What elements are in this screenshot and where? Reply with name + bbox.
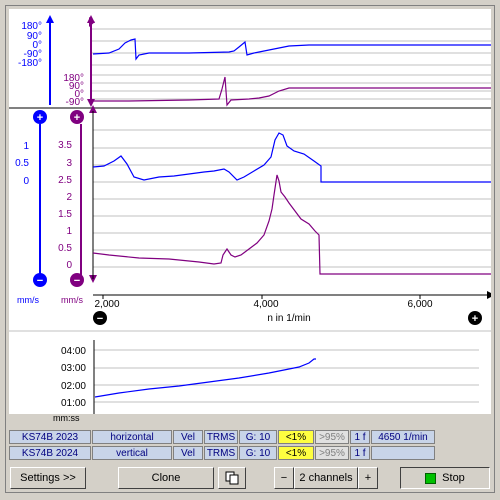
trend-line xyxy=(94,358,316,398)
phase-v-label-0: 0° xyxy=(74,89,84,100)
channel-quantity[interactable]: Vel xyxy=(173,446,203,460)
vel-trace-purple xyxy=(92,174,491,275)
phase-v-label-90: 90° xyxy=(69,81,84,92)
main-up-arrow-icon[interactable] xyxy=(89,105,97,113)
trend-window: 180° 90° 0° -90° -180° 180° 90° 0° -90° xyxy=(5,5,495,493)
blue-tick-1: 1 xyxy=(23,141,29,152)
x-zoom-out-glyph: − xyxy=(97,313,103,325)
purple-tick-3-5: 3.5 xyxy=(58,140,72,151)
zoom-out-blue-icon[interactable] xyxy=(33,273,47,287)
channel-mode[interactable]: TRMS xyxy=(204,446,238,460)
add-channel-button[interactable]: + xyxy=(358,467,378,489)
channel-low-indicator: <1% xyxy=(278,446,314,460)
plot-area: 180° 90° 0° -90° -180° 180° 90° 0° -90° xyxy=(9,9,495,414)
phase-label-m180: -180° xyxy=(18,58,42,69)
unit-right: mm/s xyxy=(61,295,83,305)
channel-f[interactable]: 1 f xyxy=(350,430,370,444)
settings-button[interactable]: Settings >> xyxy=(10,467,86,489)
channel-row-1[interactable]: KS74B 2023 horizontal Vel TRMS G: 10 <1%… xyxy=(9,430,491,444)
trend-tick-0300: 03:00 xyxy=(61,363,86,374)
phase-trace-purple xyxy=(93,76,491,107)
x-axis-arrow-icon xyxy=(487,291,495,299)
phase-label-0: 0° xyxy=(32,40,42,51)
channel-low-indicator: <1% xyxy=(278,430,314,444)
channel-gain[interactable]: G: 10 xyxy=(239,430,277,444)
channel-name[interactable]: KS74B 2024 xyxy=(9,446,91,460)
unit-left: mm/s xyxy=(17,295,39,305)
channel-high-indicator: >95% xyxy=(315,446,349,460)
channel-mode[interactable]: TRMS xyxy=(204,430,238,444)
stop-label: Stop xyxy=(442,472,465,484)
x-label-4000: 4,000 xyxy=(253,299,278,310)
channel-direction[interactable]: horizontal xyxy=(92,430,172,444)
x-zoom-in-glyph: + xyxy=(472,313,478,325)
blue-tick-0: 0 xyxy=(23,176,29,187)
x-zoom-in-icon[interactable] xyxy=(468,311,482,325)
blue-tick-0-5: 0.5 xyxy=(15,158,29,169)
purple-tick-2-5: 2.5 xyxy=(58,175,72,186)
copy-icon xyxy=(225,471,239,485)
channel-high-indicator: >95% xyxy=(315,430,349,444)
phase-label-90: 90° xyxy=(27,31,42,42)
x-zoom-out-icon[interactable] xyxy=(93,311,107,325)
trend-tick-0100: 01:00 xyxy=(61,398,86,409)
purple-tick-1: 1 xyxy=(66,226,72,237)
channel-count: 2 channels xyxy=(294,467,358,489)
vel-trace-blue xyxy=(92,132,491,183)
copy-button[interactable] xyxy=(218,467,246,489)
phase-v-label-180: 180° xyxy=(63,73,84,84)
zoom-out-blue-glyph: − xyxy=(37,275,43,287)
channel-name[interactable]: KS74B 2023 xyxy=(9,430,91,444)
channel-speed xyxy=(371,446,435,460)
stop-button[interactable]: Stop xyxy=(400,467,490,489)
phase-axis-up-arrow-icon[interactable] xyxy=(46,15,54,23)
phase-axis-purple-side-arrow-icon[interactable] xyxy=(89,17,95,27)
zoom-in-purple-icon[interactable] xyxy=(70,110,84,124)
purple-tick-0: 0 xyxy=(66,260,72,271)
trend-tick-0400: 04:00 xyxy=(61,346,86,357)
trend-tick-0200: 02:00 xyxy=(61,381,86,392)
zoom-in-purple-glyph: + xyxy=(74,112,80,124)
channel-f[interactable]: 1 f xyxy=(350,446,370,460)
channel-gain[interactable]: G: 10 xyxy=(239,446,277,460)
phase-axis-purple-down-arrow-icon[interactable] xyxy=(87,99,95,107)
trend-unit-label: mm:ss xyxy=(53,413,80,423)
zoom-out-purple-glyph: − xyxy=(74,275,80,287)
x-label-2000: 2,000 xyxy=(94,299,119,310)
zoom-in-blue-glyph: + xyxy=(37,112,43,124)
main-grid xyxy=(93,129,491,268)
x-label-6000: 6,000 xyxy=(407,299,432,310)
phase-label-180: 180° xyxy=(21,21,42,32)
channel-direction[interactable]: vertical xyxy=(92,446,172,460)
trend-grid xyxy=(94,349,479,403)
channel-quantity[interactable]: Vel xyxy=(173,430,203,444)
zoom-out-purple-icon[interactable] xyxy=(70,273,84,287)
purple-tick-3: 3 xyxy=(66,158,72,169)
phase-trace-blue xyxy=(92,38,491,61)
stop-indicator-icon xyxy=(425,472,437,484)
x-axis-label: n in 1/min xyxy=(267,313,310,324)
channel-speed: 4650 1/min xyxy=(371,430,435,444)
purple-tick-0-5: 0.5 xyxy=(58,243,72,254)
purple-tick-2: 2 xyxy=(66,192,72,203)
purple-tick-1-5: 1.5 xyxy=(58,209,72,220)
phase-v-label-m90: -90° xyxy=(66,97,84,108)
channel-row-2[interactable]: KS74B 2024 vertical Vel TRMS G: 10 <1% >… xyxy=(9,446,491,460)
phase-label-m90: -90° xyxy=(24,49,42,60)
plot-svg[interactable]: 180° 90° 0° -90° -180° 180° 90° 0° -90° xyxy=(9,9,495,414)
remove-channel-button[interactable]: − xyxy=(274,467,294,489)
zoom-in-blue-icon[interactable] xyxy=(33,110,47,124)
clone-button[interactable]: Clone xyxy=(118,467,214,489)
